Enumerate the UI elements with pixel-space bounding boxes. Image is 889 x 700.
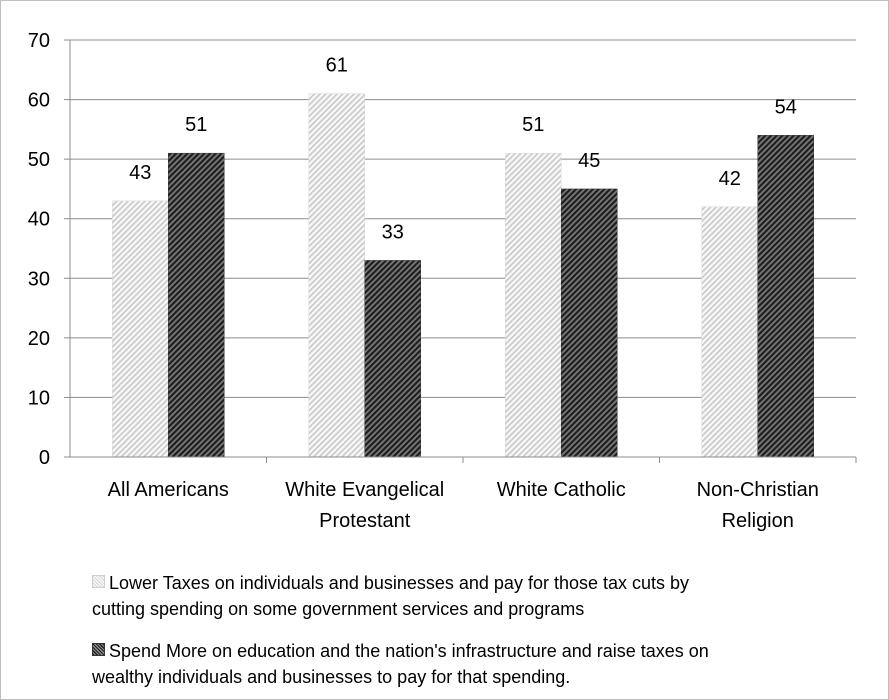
- y-tick-label: 30: [28, 268, 50, 290]
- data-label: 45: [578, 150, 600, 172]
- bar-light: [505, 152, 562, 458]
- data-label: 54: [775, 96, 797, 118]
- y-tick-label: 20: [28, 328, 50, 350]
- data-label: 42: [719, 168, 741, 190]
- data-label: 51: [522, 114, 544, 136]
- bar-dark: [364, 260, 421, 458]
- legend-entry-lower-taxes: Lower Taxes on individuals and businesse…: [92, 570, 872, 622]
- category-labels: All Americans White Evangelical Protestant…: [108, 479, 819, 532]
- y-tick-label: 10: [28, 387, 50, 409]
- legend-spend-more-line-1: Spend More on education and the nation's…: [109, 641, 709, 661]
- bar-dark: [561, 188, 618, 458]
- legend-spend-more-line-2: wealthy individuals and businesses to pa…: [92, 667, 571, 687]
- data-label: 33: [382, 221, 404, 243]
- legend-swatch-light: [92, 575, 105, 588]
- category-label: Protestant: [319, 510, 411, 532]
- bars: [112, 93, 814, 458]
- data-label: 51: [185, 114, 207, 136]
- legend-entry-spend-more: Spend More on education and the nation's…: [92, 638, 872, 690]
- bar-light: [112, 200, 169, 458]
- legend-swatch-dark: [92, 643, 105, 656]
- category-label: All Americans: [108, 479, 229, 501]
- x-axis: [69, 40, 857, 463]
- category-label: White Evangelical: [285, 479, 444, 501]
- y-tick-label: 60: [28, 90, 50, 112]
- data-label: 43: [129, 162, 151, 184]
- y-axis-tick-labels: 0 10 20 30 40 50 60 70: [28, 30, 70, 469]
- category-label: White Catholic: [497, 479, 626, 501]
- bar-dark: [757, 135, 814, 458]
- category-label: Non-Christian: [697, 479, 819, 501]
- bar-light: [308, 93, 365, 458]
- y-tick-label: 70: [28, 30, 50, 52]
- bar-light: [701, 206, 758, 458]
- category-label: Religion: [722, 510, 794, 532]
- data-label: 61: [326, 55, 348, 77]
- legend-lower-taxes-line-2: cutting spending on some government serv…: [92, 599, 585, 619]
- y-tick-label: 0: [39, 447, 50, 469]
- bar-chart: 0 10 20 30 40 50 60 70 43 51 61 33 51 45 42 54 All Ame…: [28, 30, 857, 532]
- legend-lower-taxes-line-1: Lower Taxes on individuals and businesse…: [109, 573, 690, 593]
- data-labels: 43 51 61 33 51 45 42 54: [129, 55, 797, 244]
- y-tick-label: 40: [28, 209, 50, 231]
- y-tick-label: 50: [28, 149, 50, 171]
- bar-dark: [168, 152, 225, 458]
